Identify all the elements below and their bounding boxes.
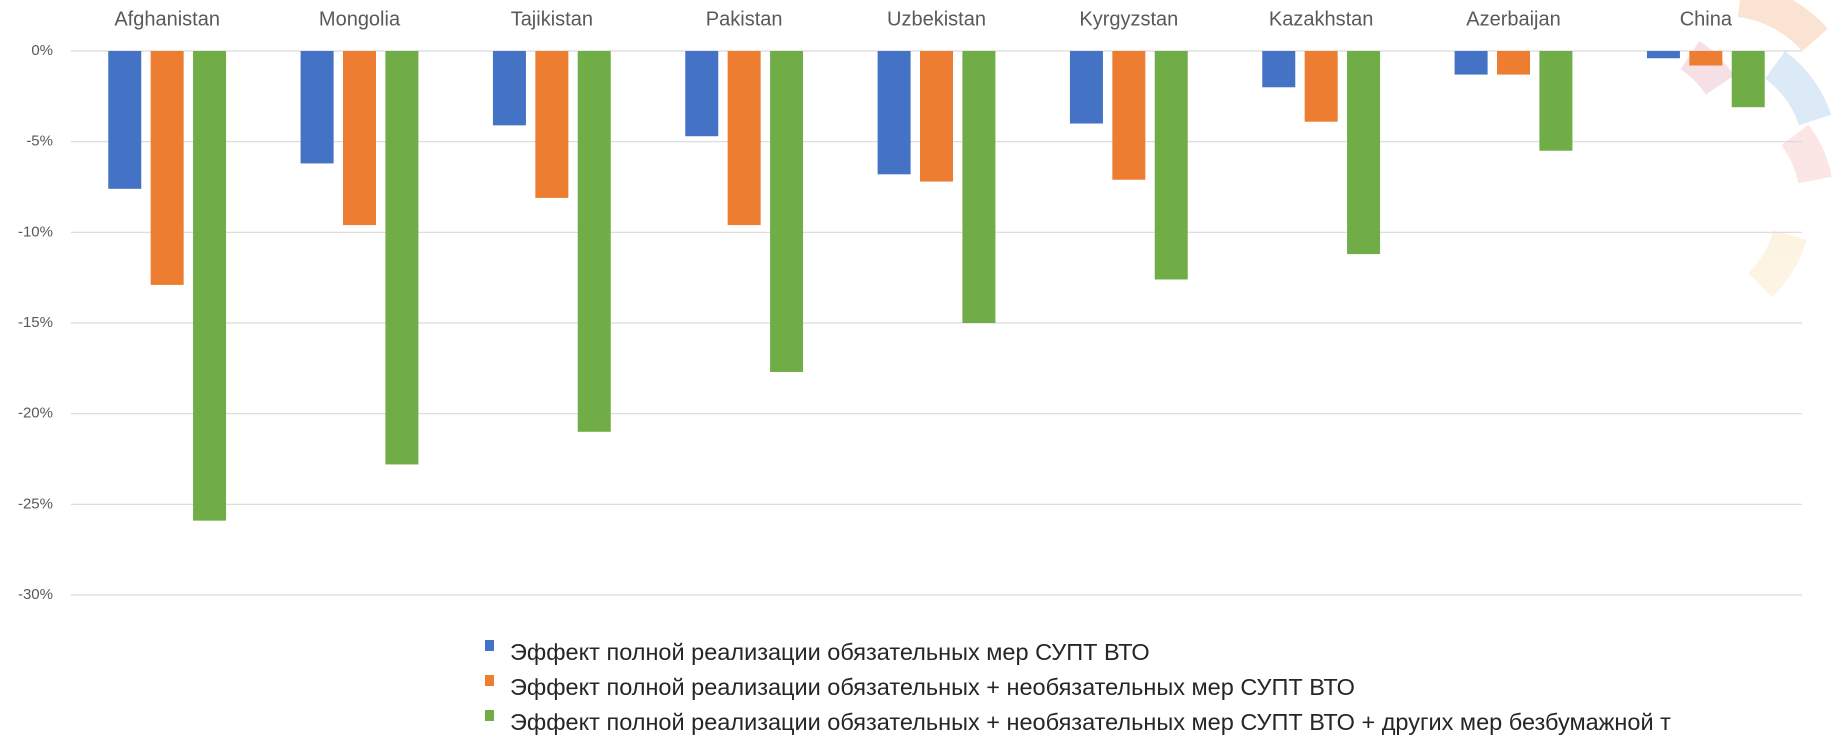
x-tick-label: Mongolia	[319, 8, 401, 30]
bar	[108, 51, 142, 189]
y-tick-label: -30%	[18, 586, 53, 603]
y-tick-label: -20%	[18, 405, 53, 422]
y-tick-label: -15%	[18, 314, 53, 331]
bar	[920, 51, 953, 182]
y-tick-label: 0%	[31, 42, 53, 59]
x-tick-label: Kyrgyzstan	[1079, 8, 1178, 30]
bar	[1112, 51, 1146, 180]
x-tick-label: Uzbekistan	[887, 8, 986, 30]
bar	[877, 51, 911, 175]
bar	[727, 51, 761, 226]
y-tick-label: -5%	[26, 133, 53, 150]
y-tick-label: -10%	[18, 223, 53, 240]
bar	[577, 51, 611, 432]
bar	[770, 51, 804, 372]
bar	[1347, 51, 1381, 255]
bar	[685, 51, 719, 137]
bar	[1539, 51, 1573, 151]
bar	[1304, 51, 1338, 122]
x-tick-label: Kazakhstan	[1269, 8, 1374, 30]
bar	[1497, 51, 1530, 75]
x-tick-label: China	[1680, 8, 1733, 30]
y-tick-label: -25%	[18, 495, 53, 512]
x-tick-label: Pakistan	[706, 8, 783, 30]
bar	[343, 51, 376, 226]
bar	[385, 51, 419, 465]
bar	[1262, 51, 1296, 88]
legend-label: Эффект полной реализации обязательных ме…	[510, 639, 1150, 665]
legend-label: Эффект полной реализации обязательных + …	[510, 709, 1671, 735]
bar	[1731, 51, 1765, 108]
x-tick-label: Azerbaijan	[1466, 8, 1561, 30]
bar	[1454, 51, 1488, 75]
legend-marker	[485, 710, 494, 721]
bar	[492, 51, 526, 126]
decoration	[1680, 0, 1832, 298]
bar	[535, 51, 569, 198]
bar	[150, 51, 184, 285]
bar	[1646, 51, 1680, 59]
legend-marker	[485, 640, 494, 651]
x-tick-label: Afghanistan	[114, 8, 220, 30]
bar	[1154, 51, 1188, 280]
bar	[193, 51, 227, 521]
bar	[300, 51, 334, 164]
x-tick-label: Tajikistan	[511, 8, 593, 30]
legend-label: Эффект полной реализации обязательных + …	[510, 674, 1355, 700]
bar	[1689, 51, 1723, 66]
bar	[1069, 51, 1103, 124]
legend-marker	[485, 675, 494, 686]
bar	[962, 51, 996, 323]
